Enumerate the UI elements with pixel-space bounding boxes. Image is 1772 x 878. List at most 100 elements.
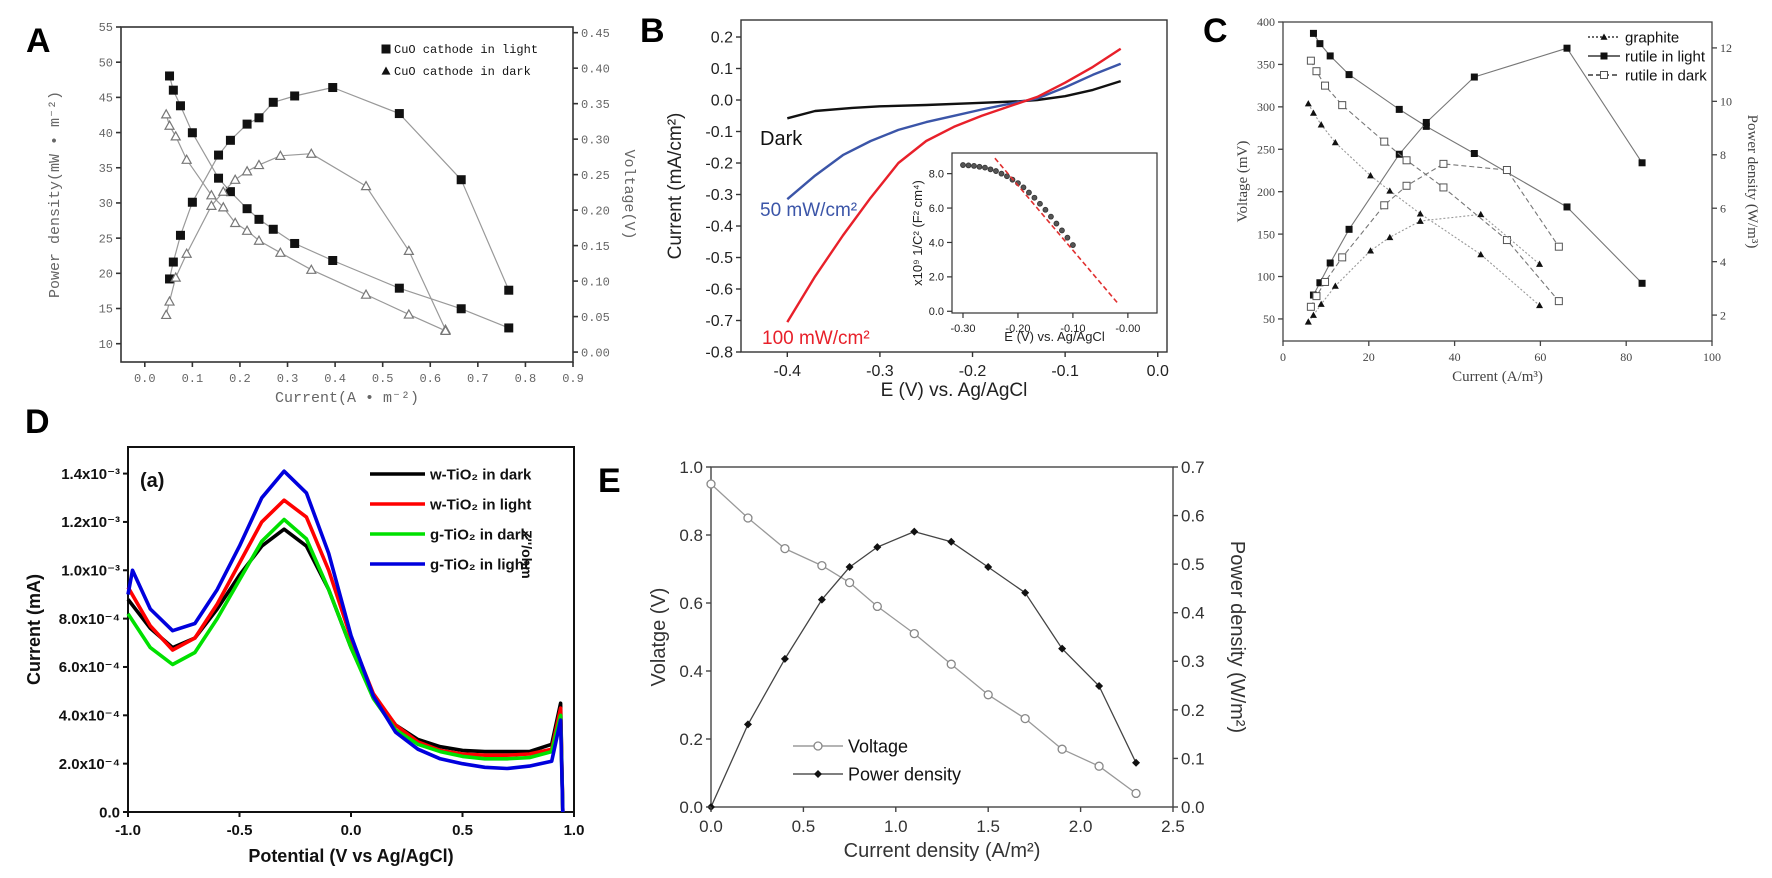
series-line [168, 86, 510, 291]
data-point [965, 162, 972, 169]
y-tick-label: 8.0 [929, 168, 944, 180]
data-point [160, 309, 172, 320]
x-tick-label: 0.0 [134, 372, 156, 386]
series-line [165, 153, 447, 330]
y-tick-label: -0.6 [705, 282, 733, 299]
data-point [1132, 758, 1141, 767]
x-tick-label: -0.1 [1051, 363, 1079, 380]
data-point [1064, 234, 1071, 241]
data-point [394, 109, 404, 119]
data-point [743, 720, 752, 729]
data-point [403, 245, 415, 256]
legend-marker [1600, 33, 1608, 40]
x-tick-label: 100 [1703, 350, 1721, 364]
data-point [229, 173, 241, 184]
data-point [274, 246, 286, 257]
data-point [164, 119, 176, 130]
y-tick-label: 40 [99, 127, 113, 141]
data-point [1331, 282, 1339, 289]
y-tick-label: 50 [99, 56, 113, 70]
legend-label: Power density [848, 764, 961, 784]
data-point [1309, 29, 1317, 37]
data-point [1053, 220, 1060, 227]
data-point [1386, 187, 1394, 194]
series-3 [160, 108, 452, 335]
x-tick-label: 0 [1280, 350, 1286, 364]
data-point [305, 263, 317, 274]
legend-item: g-TiO₂ in light [370, 556, 529, 573]
data-point [170, 271, 182, 282]
data-point [947, 537, 956, 546]
legend-marker [1600, 52, 1608, 60]
panel-label-b: B [640, 12, 665, 50]
data-point [1470, 73, 1478, 81]
data-point [984, 563, 993, 572]
legend-label: g-TiO₂ in light [430, 556, 529, 573]
data-point [1316, 40, 1324, 48]
series-1 [165, 71, 514, 333]
panel-label-a: A [26, 22, 51, 60]
series-2 [786, 47, 1122, 323]
data-point [1422, 118, 1430, 126]
data-point [1477, 210, 1485, 218]
data-point [1031, 194, 1038, 201]
legend-item: graphite [1588, 29, 1679, 46]
x-tick-label: 0.7 [467, 372, 489, 386]
y-tick-label: -0.1 [705, 124, 733, 141]
y-tick-label: 0.0 [679, 798, 703, 817]
legend-label: g-TiO₂ in dark [430, 526, 530, 543]
data-point [290, 91, 300, 101]
y-tick-label: 0.6 [679, 594, 703, 613]
y-tick-label: 200 [1257, 185, 1275, 199]
data-point [241, 165, 253, 176]
y2-tick-label: 4 [1720, 255, 1726, 269]
y-tick-label: 30 [99, 197, 113, 211]
annotation: (a) [140, 470, 164, 492]
data-point [1380, 201, 1389, 210]
data-point [229, 217, 241, 228]
data-point [168, 85, 178, 95]
data-point [360, 180, 372, 191]
y-tick-label: 0.8 [679, 526, 703, 545]
data-point [1439, 183, 1448, 192]
data-point [187, 128, 197, 138]
y-tick-label: 20 [99, 268, 113, 282]
data-point [253, 159, 265, 170]
legend-label: w-TiO₂ in dark [429, 466, 532, 483]
data-point [1048, 213, 1054, 220]
series-0 [786, 79, 1122, 120]
data-point [1309, 109, 1317, 116]
x-tick-label: -0.4 [774, 363, 802, 380]
y2-tick-label: 0.0 [1181, 798, 1205, 817]
series-line [126, 517, 565, 813]
data-point [1021, 588, 1030, 597]
x-tick-label: 0.2 [229, 372, 251, 386]
y-tick-label: 2.0x10⁻⁴ [59, 756, 120, 773]
data-point [394, 283, 404, 293]
plot-frame [1282, 21, 1713, 342]
legend-item: CuO cathode in light [381, 43, 538, 57]
series-0 [706, 479, 1141, 799]
y-tick-label: 350 [1257, 58, 1275, 72]
x-tick-label: 2.0 [1069, 817, 1093, 836]
data-point [1321, 277, 1330, 286]
y-tick-label: -0.5 [705, 250, 733, 267]
data-point [205, 189, 217, 200]
series-line [1310, 163, 1560, 308]
data-point [845, 563, 854, 572]
data-point [403, 308, 415, 319]
data-point [456, 304, 466, 314]
series-2 [126, 517, 565, 813]
data-point [1470, 150, 1478, 158]
data-point [504, 323, 514, 333]
data-point [780, 543, 790, 554]
series-0 [1309, 29, 1646, 287]
y-tick-label: 55 [99, 21, 113, 35]
data-point [971, 163, 977, 169]
y-tick-label: 35 [99, 162, 113, 176]
data-point [187, 197, 197, 207]
series-3 [1306, 159, 1563, 311]
y-tick-label: 8.0x10⁻⁴ [59, 611, 120, 628]
data-point [1058, 644, 1067, 653]
